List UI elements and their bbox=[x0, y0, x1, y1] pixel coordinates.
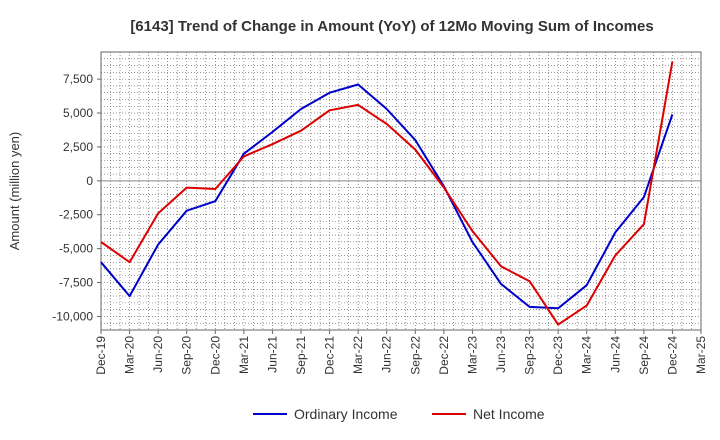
x-tick-label: Mar-24 bbox=[580, 336, 594, 374]
x-tick-label: Jun-23 bbox=[494, 336, 508, 373]
y-tick-label: 2,500 bbox=[63, 140, 93, 154]
x-tick-label: Dec-20 bbox=[208, 336, 222, 375]
y-axis-label: Amount (million yen) bbox=[7, 132, 22, 251]
y-tick-label: -5,000 bbox=[59, 242, 93, 256]
x-tick-label: Dec-24 bbox=[665, 336, 679, 375]
y-tick-label: -10,000 bbox=[52, 309, 93, 323]
legend-label-net-income: Net Income bbox=[473, 406, 545, 422]
x-tick-label: Sep-20 bbox=[180, 336, 194, 375]
x-tick-label: Mar-20 bbox=[123, 336, 137, 374]
y-tick-label: -2,500 bbox=[59, 208, 93, 222]
x-tick-label: Sep-22 bbox=[408, 336, 422, 375]
x-tick-label: Mar-22 bbox=[351, 336, 365, 374]
plot-background bbox=[101, 52, 701, 330]
x-tick-label: Jun-24 bbox=[608, 336, 622, 373]
series-line-ordinary-income bbox=[100, 83, 674, 310]
y-tick-label: 0 bbox=[86, 174, 93, 188]
x-tick-label: Sep-24 bbox=[637, 336, 651, 375]
x-tick-label: Dec-23 bbox=[551, 336, 565, 375]
x-tick-label: Jun-22 bbox=[380, 336, 394, 373]
x-tick-label: Mar-21 bbox=[237, 336, 251, 374]
x-tick-label: Sep-21 bbox=[294, 336, 308, 375]
y-tick-label: 5,000 bbox=[63, 106, 93, 120]
y-tick-label: 7,500 bbox=[63, 72, 93, 86]
x-tick-label: Mar-23 bbox=[465, 336, 479, 374]
x-tick-label: Dec-22 bbox=[437, 336, 451, 375]
x-tick-label: Jun-20 bbox=[151, 336, 165, 373]
legend: Ordinary Income Net Income bbox=[253, 406, 545, 422]
x-tick-label: Dec-19 bbox=[94, 336, 108, 375]
y-tick-label: -7,500 bbox=[59, 276, 93, 290]
plot-area: 7,500 5,000 2,500 0 -2,500 -5,000 -7,500 -10,00… bbox=[52, 51, 708, 375]
series-line-net-income bbox=[100, 61, 674, 326]
x-tick-label: Mar-25 bbox=[694, 336, 708, 374]
chart-title: [6143] Trend of Change in Amount (YoY) o… bbox=[130, 18, 653, 35]
x-tick-label: Dec-21 bbox=[323, 336, 337, 375]
x-tick-label: Sep-23 bbox=[523, 336, 537, 375]
x-tick-label: Jun-21 bbox=[265, 336, 279, 373]
legend-label-ordinary-income: Ordinary Income bbox=[294, 406, 398, 422]
plot-frame bbox=[100, 51, 702, 331]
